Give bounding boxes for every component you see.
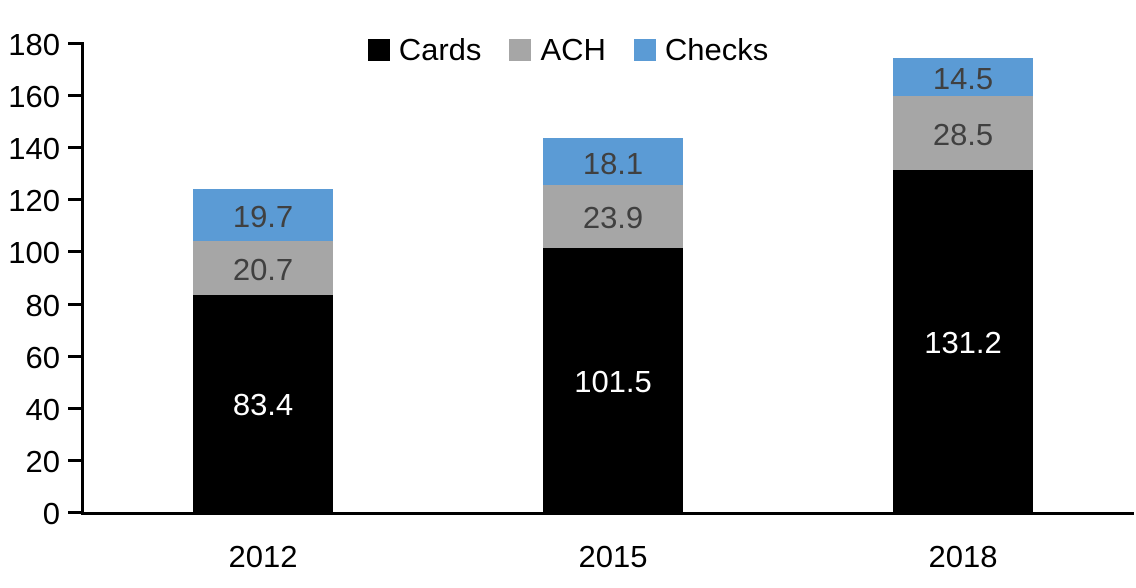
x-category-label-2012: 2012 [228,539,298,574]
y-tick-mark [68,146,81,150]
legend-label-cards: Cards [398,32,482,67]
legend-swatch-ach [509,38,532,61]
segment-value-label: 23.9 [582,200,644,236]
y-tick-mark [68,406,81,410]
chart-legend: Cards ACH Checks [0,34,1136,65]
bar-segment-cards-2012 [193,294,333,512]
legend-label-checks: Checks [664,32,769,67]
y-tick-label: 40 [25,391,60,427]
x-category-label-2015: 2015 [578,539,648,574]
segment-value-label: 28.5 [932,117,994,153]
bar-segment-ach-2018 [893,95,1033,171]
segment-value-label: 20.7 [232,251,294,287]
y-tick-label: 80 [25,287,60,323]
y-tick-label: 100 [8,235,60,271]
x-category-label-2018: 2018 [928,539,998,574]
legend-swatch-cards [367,38,390,61]
legend-item-ach: ACH [509,32,606,67]
y-tick-mark [68,302,81,306]
bar-segment-checks-2018 [893,58,1033,96]
y-tick-label: 0 [42,496,60,531]
legend-item-checks: Checks [633,32,769,67]
bar-segment-ach-2015 [543,185,683,248]
y-tick-label: 160 [8,79,60,115]
y-tick-mark [68,511,81,514]
y-tick-mark [68,198,81,202]
segment-value-label: 101.5 [574,363,652,399]
segment-value-label: 19.7 [232,199,294,235]
y-tick-label: 120 [8,183,60,219]
y-tick-mark [68,458,81,462]
segment-value-label: 14.5 [932,61,994,96]
y-tick-mark [68,94,81,98]
x-axis [81,512,1134,515]
bar-segment-checks-2012 [193,189,333,241]
y-tick-label: 180 [8,27,60,62]
bar-segment-checks-2015 [543,138,683,186]
legend-swatch-checks [633,38,656,61]
legend-item-cards: Cards [367,32,482,67]
y-tick-label: 140 [8,131,60,167]
segment-value-label: 83.4 [232,387,294,423]
segment-value-label: 131.2 [924,325,1002,361]
y-axis [81,42,84,515]
legend-label-ach: ACH [540,32,606,67]
segment-value-label: 18.1 [582,145,644,181]
y-tick-mark [68,354,81,358]
bar-segment-cards-2015 [543,247,683,512]
y-tick-mark [68,250,81,254]
bar-segment-ach-2012 [193,240,333,295]
bar-segment-cards-2018 [893,170,1033,512]
y-tick-label: 60 [25,339,60,375]
y-tick-label: 20 [25,443,60,479]
y-tick-mark [68,42,81,45]
